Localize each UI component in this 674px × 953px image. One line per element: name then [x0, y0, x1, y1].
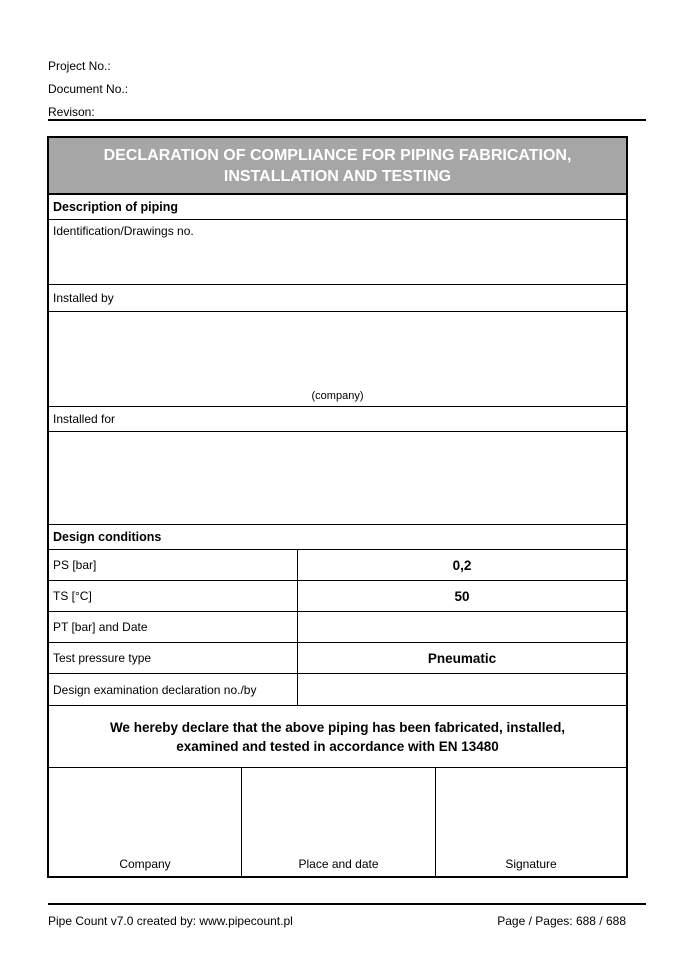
signature-label: Signature	[505, 857, 557, 871]
document-title-banner: DECLARATION OF COMPLIANCE FOR PIPING FAB…	[49, 138, 626, 195]
pt-bar-date-value	[298, 612, 626, 642]
company-signature-label: Company	[119, 857, 171, 871]
signature-cell: Signature	[436, 768, 626, 876]
place-and-date-label: Place and date	[298, 857, 379, 871]
project-no-label: Project No.:	[48, 59, 111, 73]
ps-bar-label: PS [bar]	[49, 550, 298, 580]
installed-by-label: Installed by	[49, 285, 626, 312]
document-meta-header: Project No.: Document No.: Revison:	[48, 55, 646, 124]
design-row-design-examination: Design examination declaration no./by	[49, 674, 626, 706]
declaration-statement-line1: We hereby declare that the above piping …	[109, 719, 566, 735]
design-examination-label: Design examination declaration no./by	[49, 674, 298, 705]
pt-bar-date-label: PT [bar] and Date	[49, 612, 298, 642]
ts-c-label: TS [°C]	[49, 581, 298, 611]
header-divider-line	[48, 119, 646, 121]
company-signature-cell: Company	[49, 768, 242, 876]
company-hint-label: (company)	[311, 390, 364, 402]
identification-drawings-label: Identification/Drawings no.	[53, 224, 194, 238]
description-of-piping-header: Description of piping	[49, 195, 626, 220]
design-row-ps: PS [bar] 0,2	[49, 550, 626, 581]
ts-c-value: 50	[454, 588, 470, 604]
document-footer: Pipe Count v7.0 created by: www.pipecoun…	[48, 914, 626, 928]
test-pressure-type-value: Pneumatic	[427, 650, 497, 666]
compliance-form-table: DECLARATION OF COMPLIANCE FOR PIPING FAB…	[47, 136, 628, 878]
document-no-label: Document No.:	[48, 82, 129, 96]
declaration-statement-line2: examined and tested in accordance with E…	[176, 738, 499, 754]
installed-for-value-cell	[49, 432, 626, 525]
design-examination-value	[298, 674, 626, 705]
footer-page-count: Page / Pages: 688 / 688	[497, 914, 626, 928]
revision-label: Revison:	[48, 105, 95, 119]
declaration-statement: We hereby declare that the above piping …	[49, 706, 626, 768]
design-row-ts: TS [°C] 50	[49, 581, 626, 612]
ps-bar-value: 0,2	[452, 557, 472, 573]
identification-drawings-cell: Identification/Drawings no.	[49, 220, 626, 285]
place-and-date-cell: Place and date	[242, 768, 436, 876]
test-pressure-type-label: Test pressure type	[49, 643, 298, 673]
installed-by-company-cell: (company)	[49, 312, 626, 407]
document-title-line2: INSTALLATION AND TESTING	[223, 167, 452, 185]
document-title-line1: DECLARATION OF COMPLIANCE FOR PIPING FAB…	[103, 146, 572, 164]
design-conditions-header: Design conditions	[49, 525, 626, 550]
footer-divider-line	[48, 903, 646, 905]
footer-app-credit: Pipe Count v7.0 created by: www.pipecoun…	[48, 914, 293, 928]
design-row-test-pressure-type: Test pressure type Pneumatic	[49, 643, 626, 674]
installed-for-label: Installed for	[49, 407, 626, 432]
signature-row: Company Place and date Signature	[49, 768, 626, 876]
design-row-pt: PT [bar] and Date	[49, 612, 626, 643]
